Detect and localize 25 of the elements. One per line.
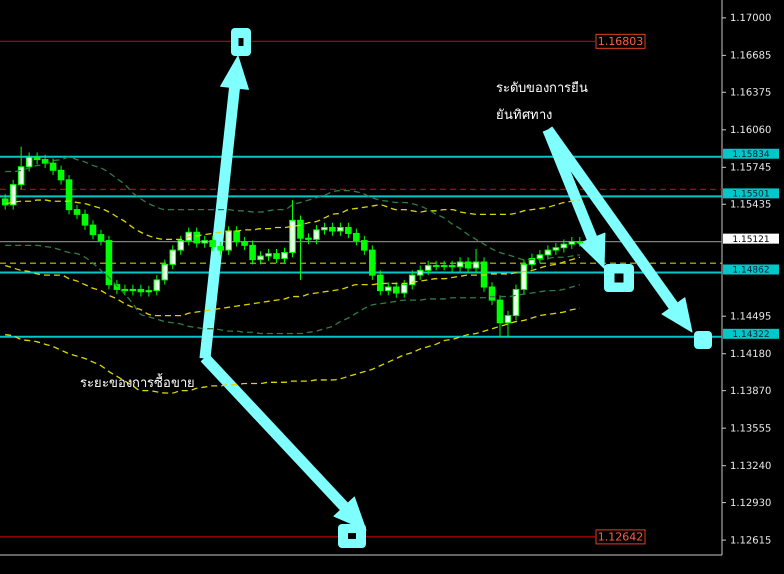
y-tick-label: 1.16060 bbox=[730, 125, 772, 136]
ref-line-label: 1.15501 bbox=[732, 190, 770, 200]
y-tick-label: 1.15745 bbox=[730, 162, 772, 174]
ref-line-label: 1.15834 bbox=[732, 150, 770, 160]
line-series bbox=[4, 244, 580, 334]
y-tick-label: 1.15435 bbox=[730, 199, 772, 210]
y-tick-label: 1.16685 bbox=[730, 50, 772, 62]
y-tick-label: 1.17000 bbox=[730, 13, 772, 24]
y-tick-label: 1.13555 bbox=[730, 423, 772, 434]
line-series bbox=[4, 256, 580, 316]
ref-line-label: 1.16803 bbox=[598, 35, 644, 48]
ref-line-label: 1.14862 bbox=[732, 266, 770, 276]
y-tick-label: 1.14180 bbox=[730, 348, 772, 360]
y-tick-label: 1.13870 bbox=[730, 386, 772, 397]
annotation: ระยะของการซื้อขาย bbox=[80, 373, 195, 391]
y-tick-label: 1.13240 bbox=[730, 460, 772, 472]
annotation: ระดับของการยืน ยันทิศทาง bbox=[496, 80, 588, 123]
y-tick-label: 1.12615 bbox=[730, 535, 772, 546]
y-tick-label: 1.16375 bbox=[730, 88, 772, 98]
line-series bbox=[4, 308, 580, 394]
ref-line-label: 1.15121 bbox=[732, 234, 770, 245]
ref-line-label: 1.12642 bbox=[598, 530, 644, 544]
y-tick-label: 1.14495 bbox=[730, 311, 772, 322]
ref-line-label: 1.14322 bbox=[732, 330, 770, 340]
y-tick-label: 1.12930 bbox=[730, 498, 772, 509]
